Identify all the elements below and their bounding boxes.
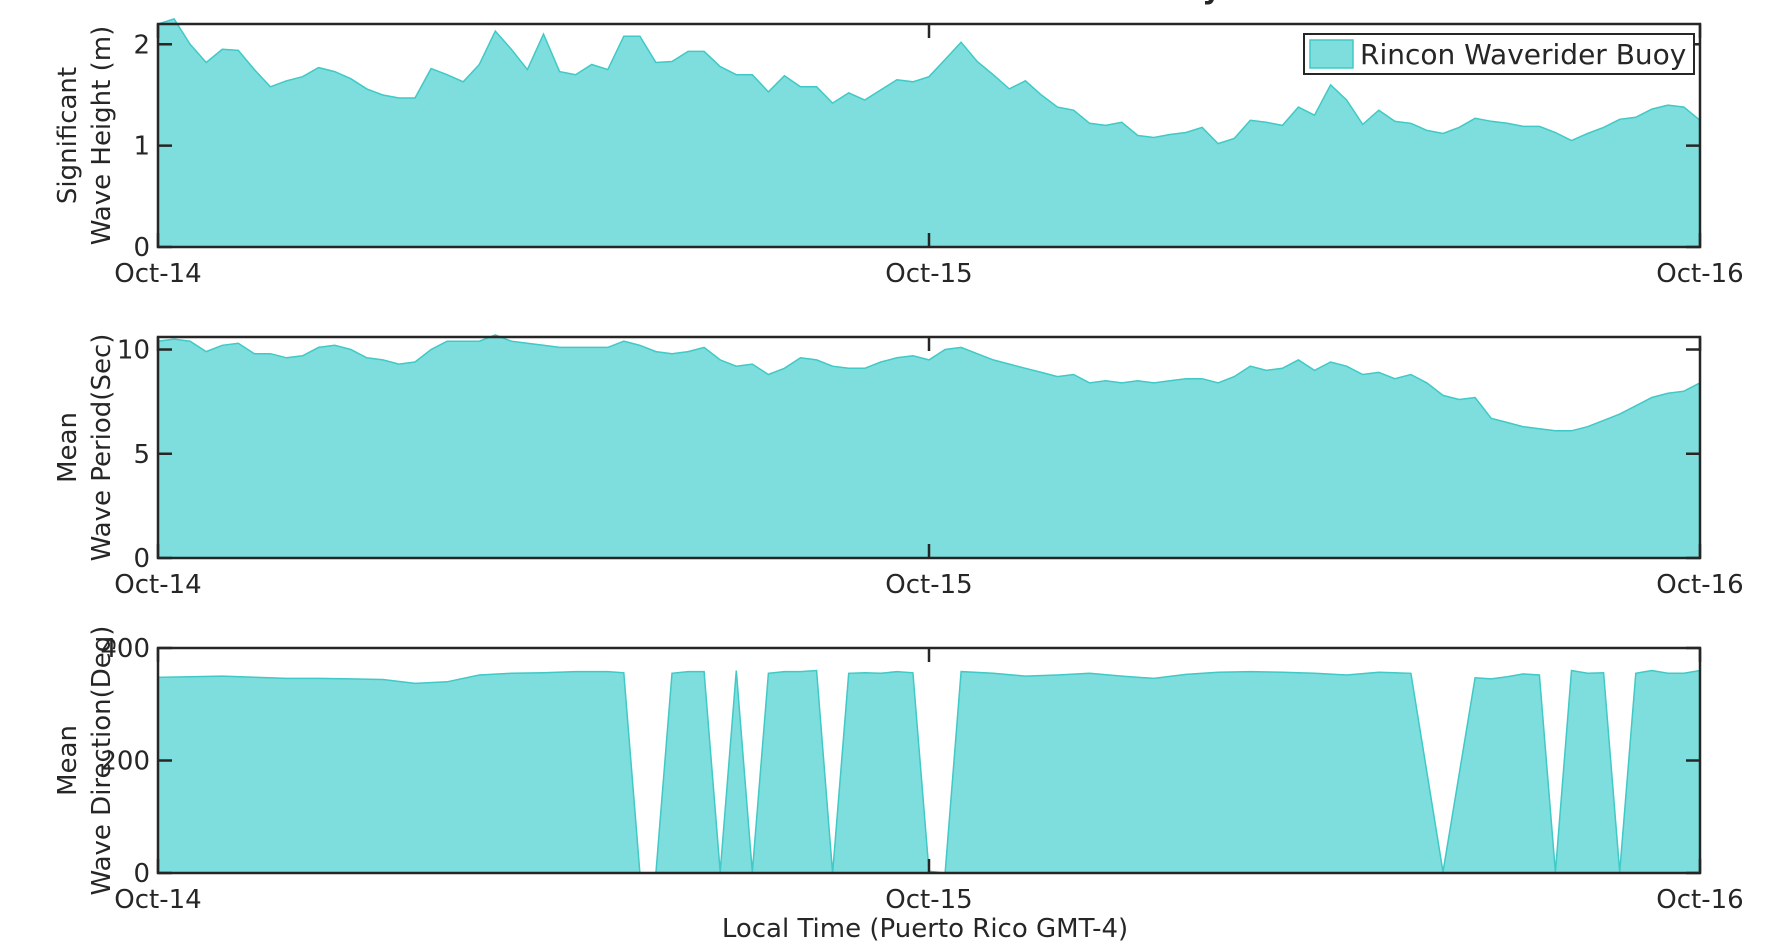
chart-panels: 0 1 2 Oct-14 Oct-15 Oct-16 Significant Wave Hei… [53, 18, 1744, 915]
y-axis-label: Significant [53, 67, 83, 204]
legend: Rincon Waverider Buoy [1303, 33, 1695, 75]
x-tick-label: Oct-16 [1656, 259, 1743, 289]
y-tick-label: 0 [133, 233, 150, 263]
chart-panel-3: 0 200 400 Oct-14 Oct-15 Oct-16 Mean Wave Direct… [53, 626, 1744, 915]
area-series-1 [157, 669, 1701, 874]
chart-panel-2: 0 5 10 Oct-14 Oct-15 Oct-16 Mean Wave Period(Se… [53, 334, 1744, 600]
y-tick-label: 400 [100, 634, 150, 664]
x-tick-label: Oct-16 [1656, 885, 1743, 915]
y-axis-label: Mean [53, 725, 83, 796]
y-axis-label: Wave Direction(Deg) [87, 626, 117, 896]
legend-label: Rincon Waverider Buoy [1360, 38, 1686, 71]
area-series-1 [157, 18, 1701, 248]
x-axis-label: Local Time (Puerto Rico GMT-4) [722, 914, 1128, 944]
area-series-1 [157, 334, 1701, 559]
y-tick-label: 200 [100, 747, 150, 777]
legend-box [1303, 33, 1695, 75]
chart-panel-1: 0 1 2 Oct-14 Oct-15 Oct-16 Significant Wave Hei… [53, 18, 1744, 289]
y-tick-label: 0 [133, 544, 150, 574]
y-tick-label: 0 [133, 859, 150, 889]
y-axis-label: Wave Period(Sec) [87, 334, 117, 562]
y-axis-label: Wave Height (m) [87, 26, 117, 245]
legend-swatch [1309, 39, 1354, 69]
x-tick-label: Oct-15 [885, 259, 972, 289]
x-tick-label: Oct-16 [1656, 570, 1743, 600]
y-tick-label: 2 [133, 30, 150, 60]
figure-title-fragment: y [1202, 0, 1222, 6]
y-tick-label: 1 [133, 132, 150, 162]
x-tick-label: Oct-15 [885, 570, 972, 600]
x-tick-label: Oct-14 [114, 259, 201, 289]
y-tick-label: 5 [133, 440, 150, 470]
x-tick-label: Oct-15 [885, 885, 972, 915]
x-tick-label: Oct-14 [114, 885, 201, 915]
x-tick-label: Oct-14 [114, 570, 201, 600]
y-tick-label: 10 [117, 336, 150, 366]
y-axis-label: Mean [53, 412, 83, 483]
